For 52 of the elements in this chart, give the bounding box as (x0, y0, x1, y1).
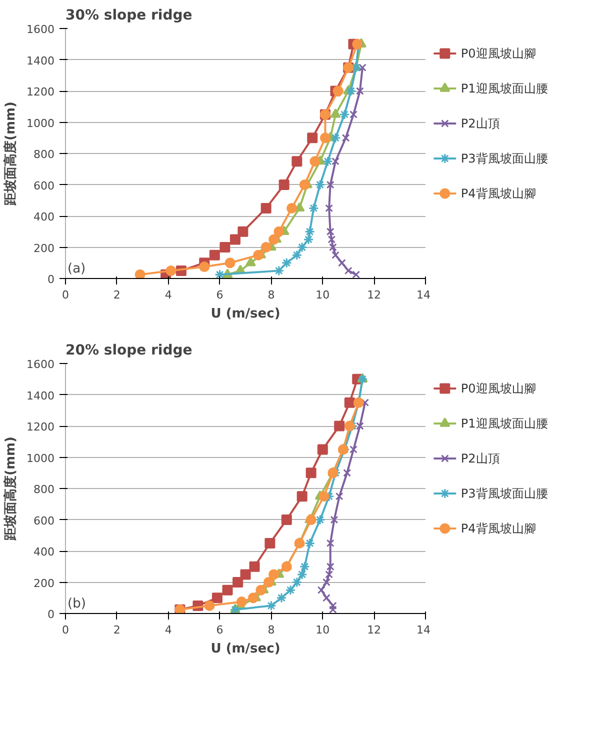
legend-label: P3背風坡面山腰 (460, 152, 548, 166)
legend-label: P1迎風坡面山腰 (460, 82, 548, 96)
x-axis-title: U (m/sec) (210, 642, 280, 656)
x-tick-label: 2 (113, 624, 120, 636)
legend-label: P0迎風坡山腳 (460, 46, 536, 60)
legend-label: P4背風坡山腳 (460, 186, 536, 200)
x-tick-label: 14 (416, 288, 431, 302)
x-tick-label: 12 (367, 624, 382, 636)
y-tick-label: 1200 (26, 420, 55, 434)
y-tick-label: 800 (34, 483, 55, 496)
x-tick-label: 0 (62, 288, 69, 302)
y-tick-label: 600 (34, 514, 55, 528)
y-axis-title: 距坡面高度(mm) (2, 436, 19, 542)
x-tick-label: 4 (164, 624, 172, 636)
legend-label: P0迎風坡山腳 (460, 382, 536, 396)
x-tick-label: 2 (113, 288, 120, 302)
chart-title: 20% slope ridge (66, 342, 192, 358)
y-tick-label: 0 (48, 273, 54, 286)
y-tick-label: 1600 (26, 358, 55, 371)
y-axis-title: 距坡面高度(mm) (2, 102, 19, 206)
y-tick-label: 1400 (26, 54, 55, 68)
y-tick-label: 400 (34, 210, 55, 224)
legend-label: P1迎風坡面山腰 (460, 416, 548, 430)
y-tick-label: 400 (34, 546, 55, 558)
y-tick-label: 1000 (26, 116, 55, 130)
annotation: (a) (68, 262, 86, 276)
y-tick-label: 1400 (26, 389, 55, 402)
y-tick-label: 200 (34, 242, 55, 255)
y-tick-label: 1000 (26, 452, 55, 465)
legend-label: P2山頂 (460, 116, 500, 130)
y-tick-label: 1200 (26, 86, 55, 98)
x-tick-label: 12 (367, 288, 382, 302)
y-tick-label: 600 (34, 179, 55, 192)
x-tick-label: 4 (164, 288, 172, 302)
y-tick-label: 200 (34, 576, 55, 590)
x-tick-label: 0 (62, 624, 69, 636)
x-tick-label: 8 (268, 288, 275, 302)
annotation: (b) (68, 596, 86, 612)
x-tick-label: 6 (216, 624, 224, 636)
x-tick-label: 6 (216, 288, 224, 302)
chart-title: 30% slope ridge (66, 8, 192, 24)
x-tick-label: 14 (416, 624, 431, 636)
legend-label: P2山頂 (460, 452, 500, 466)
x-tick-label: 8 (268, 624, 275, 636)
x-axis-title: U (m/sec) (210, 306, 280, 322)
y-tick-label: 800 (34, 148, 55, 161)
x-tick-label: 10 (316, 288, 330, 302)
legend-label: P4背風坡山腳 (460, 522, 536, 536)
legend-label: P3背風坡面山腰 (460, 486, 548, 500)
y-tick-label: 0 (48, 608, 54, 621)
x-tick-label: 10 (316, 624, 330, 636)
y-tick-label: 1600 (26, 23, 55, 36)
